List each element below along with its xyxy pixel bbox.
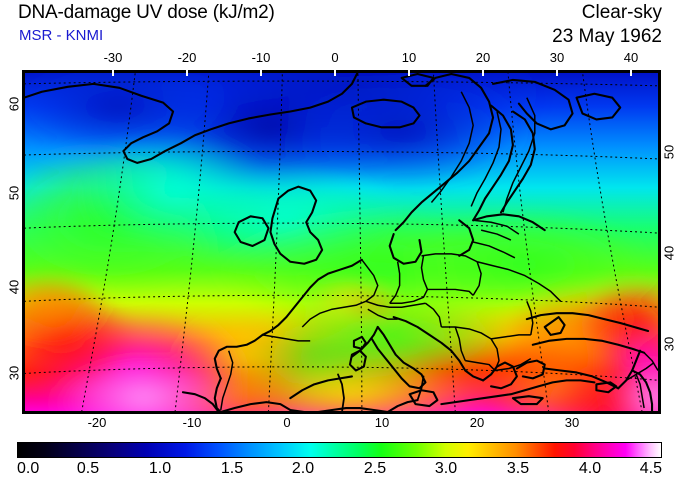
page-title: DNA-damage UV dose (kJ/m2) <box>18 2 275 23</box>
tick-top-m30 <box>112 70 114 76</box>
axis-right-tick-1: 40 <box>661 245 677 261</box>
colorbar-tick-1: 0.5 <box>76 460 100 477</box>
colorbar-tick-0: 0.0 <box>17 460 40 477</box>
institution-label: MSR - KNMI <box>19 27 104 44</box>
colorbar <box>17 442 662 458</box>
tick-top-30 <box>556 70 558 76</box>
axis-bottom-tick-2: 0 <box>283 415 291 430</box>
axis-left-tick-0: 60 <box>6 96 22 112</box>
axis-top-tick-3: 0 <box>331 50 339 65</box>
axis-bottom-tick-4: 20 <box>469 415 485 430</box>
axis-right-tick-2: 30 <box>661 336 677 352</box>
map-plot-area <box>22 70 661 414</box>
axis-bottom-tick-5: 30 <box>564 415 580 430</box>
axis-top-tick-6: 30 <box>549 50 565 65</box>
coastlines <box>24 72 654 412</box>
axis-top-tick-0: -30 <box>103 50 123 65</box>
tick-top-0 <box>334 70 336 76</box>
axis-top-tick-2: -10 <box>251 50 271 65</box>
axis-bottom-tick-1: -10 <box>182 415 202 430</box>
tick-top-20 <box>482 70 484 76</box>
axis-right-tick-0: 50 <box>661 144 677 160</box>
colorbar-gradient <box>18 443 661 457</box>
axis-top-tick-7: 40 <box>623 50 639 65</box>
colorbar-tick-8: 4.0 <box>578 460 602 477</box>
uv-dose-heatmap <box>24 72 659 412</box>
tick-top-10 <box>408 70 410 76</box>
field-anomalies <box>24 72 659 412</box>
tick-top-m10 <box>260 70 262 76</box>
tick-top-m20 <box>186 70 188 76</box>
axis-top-tick-4: 10 <box>401 50 417 65</box>
colorbar-tick-5: 2.5 <box>363 460 387 477</box>
colorbar-tick-7: 3.5 <box>506 460 530 477</box>
colorbar-tick-9: 4.5 <box>639 460 662 477</box>
date-label: 23 May 1962 <box>552 26 662 47</box>
colorbar-tick-3: 1.5 <box>220 460 244 477</box>
axis-left-tick-1: 50 <box>6 185 22 201</box>
colorbar-tick-2: 1.0 <box>148 460 172 477</box>
axis-bottom-tick-0: -20 <box>87 415 107 430</box>
axis-left-tick-2: 40 <box>6 279 22 295</box>
axis-top-tick-5: 20 <box>475 50 491 65</box>
axis-bottom-tick-3: 10 <box>374 415 390 430</box>
axis-left-tick-3: 30 <box>6 365 22 381</box>
colorbar-tick-6: 3.0 <box>434 460 458 477</box>
sky-condition-label: Clear-sky <box>581 2 662 23</box>
axis-top-tick-1: -20 <box>177 50 197 65</box>
tick-top-40 <box>630 70 632 76</box>
colorbar-tick-4: 2.0 <box>291 460 315 477</box>
country-borders <box>220 91 659 411</box>
